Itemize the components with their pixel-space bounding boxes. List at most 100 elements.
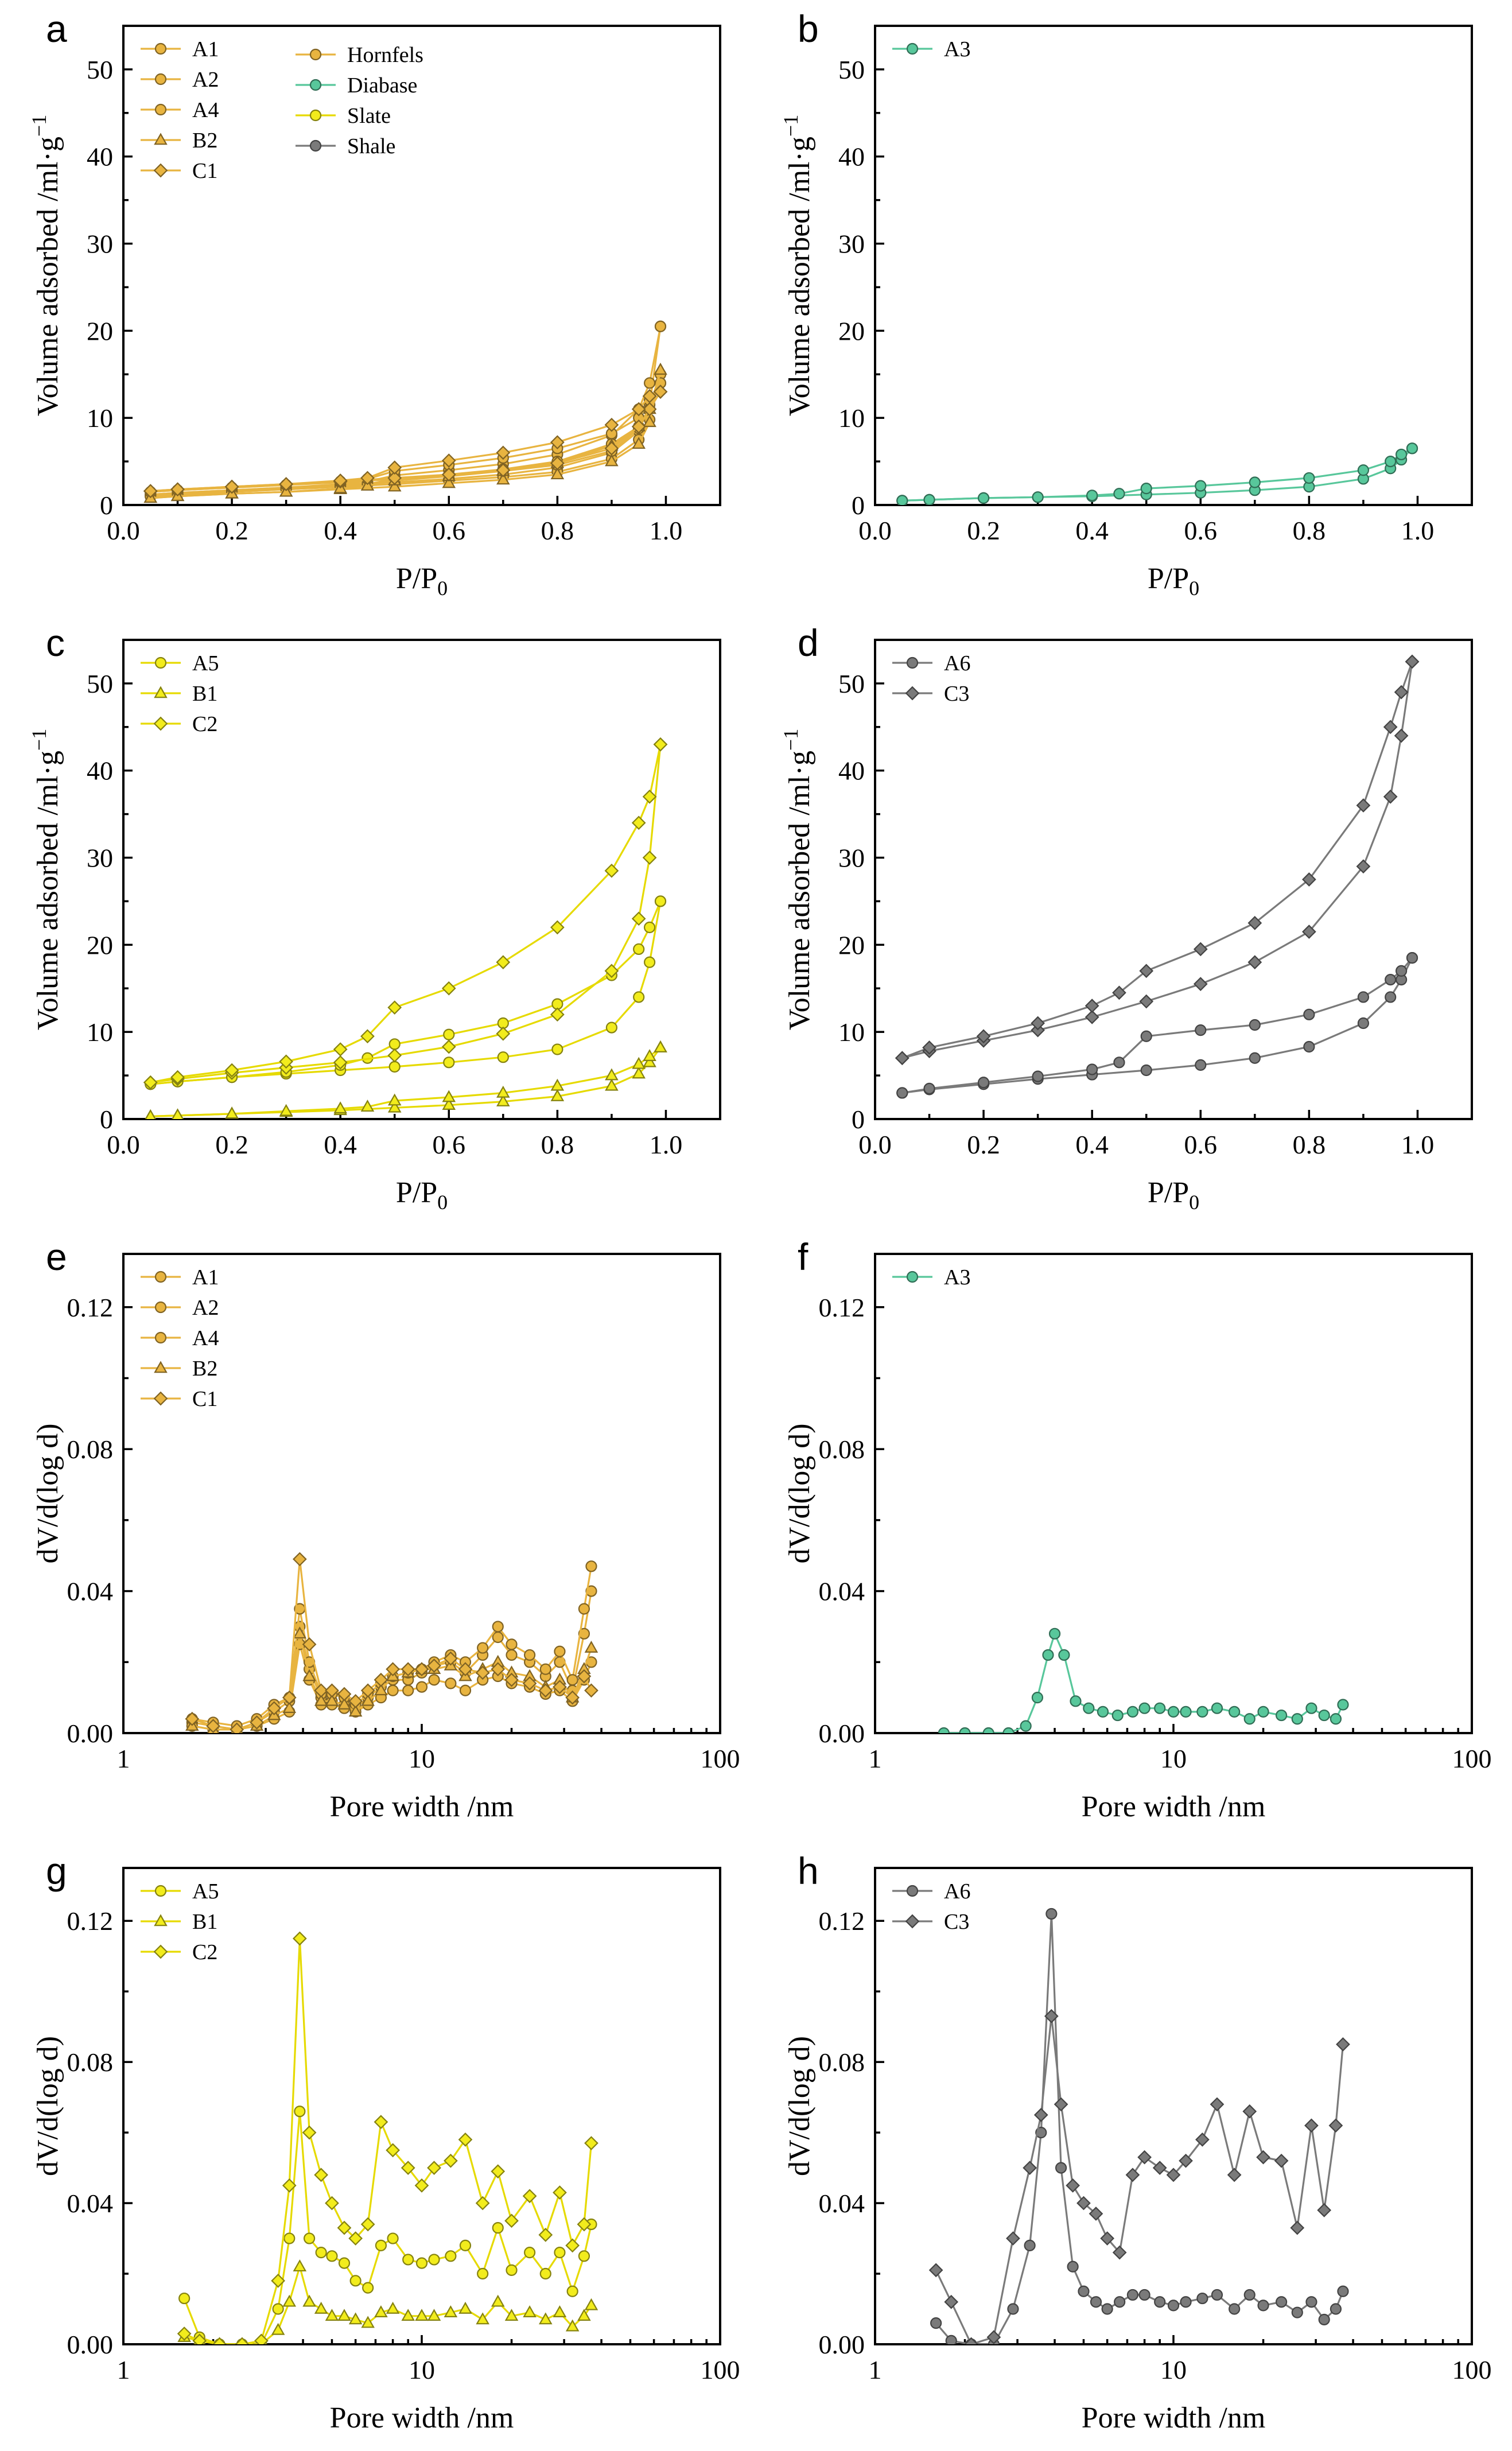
data-point-A1	[578, 1627, 590, 1640]
y-tick-label: 10	[87, 403, 113, 433]
data-point-C1	[267, 1701, 282, 1716]
series-line-A6-adsorption	[902, 957, 1413, 1094]
legend-marker	[153, 1944, 168, 1959]
data-point-A3	[982, 1727, 994, 1733]
data-point-C2	[496, 955, 511, 970]
data-point-C2	[401, 2161, 415, 2175]
panel-d: 0.0 0.2 0.4 0.6 0.8 1.0 0 10 20 30 40 50 P/P0 Volume …	[752, 614, 1503, 1228]
data-point-B1	[539, 2312, 553, 2325]
x-tick-label: 0.4	[324, 516, 357, 545]
legend: A1 A2 A4 B2 C1 Hornfels Diabase Slate Shale	[141, 37, 423, 183]
data-point-C3	[1405, 654, 1420, 669]
data-point-A6	[1211, 2289, 1223, 2301]
data-point-A3	[1196, 1706, 1208, 1718]
y-tick-label: 40	[838, 142, 865, 172]
data-point-B1	[271, 2322, 285, 2335]
legend-marker	[906, 1885, 919, 1897]
data-point-C1	[538, 1683, 553, 1698]
series-line-B1-desorption	[150, 1047, 662, 1117]
data-point-A2	[387, 1684, 399, 1696]
data-point-A5	[643, 956, 656, 968]
data-point-C1	[230, 1722, 244, 1733]
data-point-C2	[491, 2164, 506, 2179]
data-point-C1	[386, 1662, 400, 1677]
data-point-C3	[1112, 985, 1126, 1000]
data-point-C3	[1195, 2133, 1210, 2147]
data-point-C2	[360, 1029, 375, 1044]
data-point-A4	[566, 1674, 578, 1686]
data-point-B2	[387, 479, 402, 492]
data-point-C1	[414, 1662, 429, 1677]
legend-marker	[153, 1391, 168, 1406]
y-tick-label: 0.12	[819, 1906, 865, 1936]
data-point-C3	[1044, 2009, 1059, 2023]
data-point-B1	[605, 1078, 619, 1091]
series-line-A4	[192, 1566, 593, 1727]
data-point-A2	[428, 1674, 440, 1686]
data-point-C1	[522, 1676, 537, 1691]
y-tick-label: 30	[838, 844, 865, 873]
data-point-C2	[441, 1039, 456, 1054]
data-point-C3	[1290, 2220, 1305, 2235]
series-group	[928, 1908, 1350, 2344]
data-point-C2	[553, 2185, 567, 2200]
legend-label: A1	[192, 1265, 219, 1289]
data-point-B2	[496, 472, 510, 485]
legend: A1 A2 A4 B2 C1	[141, 1265, 219, 1411]
data-point-B1	[654, 1040, 667, 1052]
data-point-C3	[944, 2294, 959, 2309]
data-point-A5	[387, 2232, 399, 2244]
x-tick-label: 10	[409, 2355, 435, 2384]
data-point-C2	[337, 2220, 352, 2235]
data-point-A3	[938, 1727, 950, 1733]
data-point-C3	[1247, 916, 1262, 930]
data-point-C1	[565, 1690, 580, 1705]
data-point-C3	[1302, 872, 1316, 887]
data-point-C2	[212, 2337, 227, 2344]
legend-marker	[154, 73, 167, 86]
data-point-A3	[1138, 1702, 1150, 1714]
data-point-C3	[1193, 977, 1208, 992]
data-point-A6	[1078, 2285, 1090, 2297]
x-tick-label: 1.0	[1401, 1130, 1435, 1159]
legend-marker	[906, 657, 919, 669]
data-point-A5	[178, 2292, 191, 2305]
data-point-B1	[442, 1090, 456, 1102]
legend-label: B1	[192, 1910, 217, 1934]
x-tick-label: 1.0	[1401, 516, 1435, 545]
x-axis-label: Pore width /nm	[1082, 2402, 1266, 2434]
data-point-B2	[605, 454, 619, 467]
data-point-A4	[539, 1663, 551, 1675]
data-point-A3	[1058, 1649, 1070, 1661]
legend-label: A2	[192, 68, 219, 92]
data-point-C3	[1100, 2231, 1114, 2246]
data-point-B1	[361, 2316, 375, 2328]
data-point-A5	[497, 1051, 509, 1063]
data-point-A3	[1048, 1627, 1061, 1640]
legend-label: B2	[192, 1357, 217, 1381]
panel-f: 1 10 100 0.00 0.04 0.08 0.12 Pore width /nm dV/d…	[752, 1228, 1503, 1842]
x-tick-label: 1.0	[650, 1130, 683, 1159]
data-point-A3	[1385, 455, 1397, 468]
x-tick-label: 0.0	[858, 516, 892, 545]
data-point-A2	[402, 1684, 414, 1696]
y-tick-label: 10	[87, 1017, 113, 1047]
series-line-C1-desorption	[150, 391, 661, 492]
data-point-A2	[459, 1684, 472, 1696]
x-tick-label: 0.4	[324, 1130, 357, 1159]
series-group	[143, 737, 668, 1119]
data-point-C2	[302, 2125, 317, 2140]
y-tick-label: 40	[87, 142, 113, 172]
data-point-C1	[553, 1680, 567, 1694]
y-tick-label: 10	[838, 403, 865, 433]
data-point-A5	[654, 895, 667, 907]
data-point-A6	[1357, 991, 1370, 1003]
legend: A5 B1 C2	[141, 651, 219, 736]
data-point-C3	[1066, 2178, 1080, 2193]
data-point-A1	[585, 1585, 597, 1597]
y-tick-label: 20	[87, 316, 113, 345]
legend-marker	[154, 1301, 167, 1314]
x-axis-label: Pore width /nm	[330, 2402, 514, 2434]
legend-label: A5	[192, 651, 219, 675]
y-tick-label: 30	[87, 230, 113, 259]
